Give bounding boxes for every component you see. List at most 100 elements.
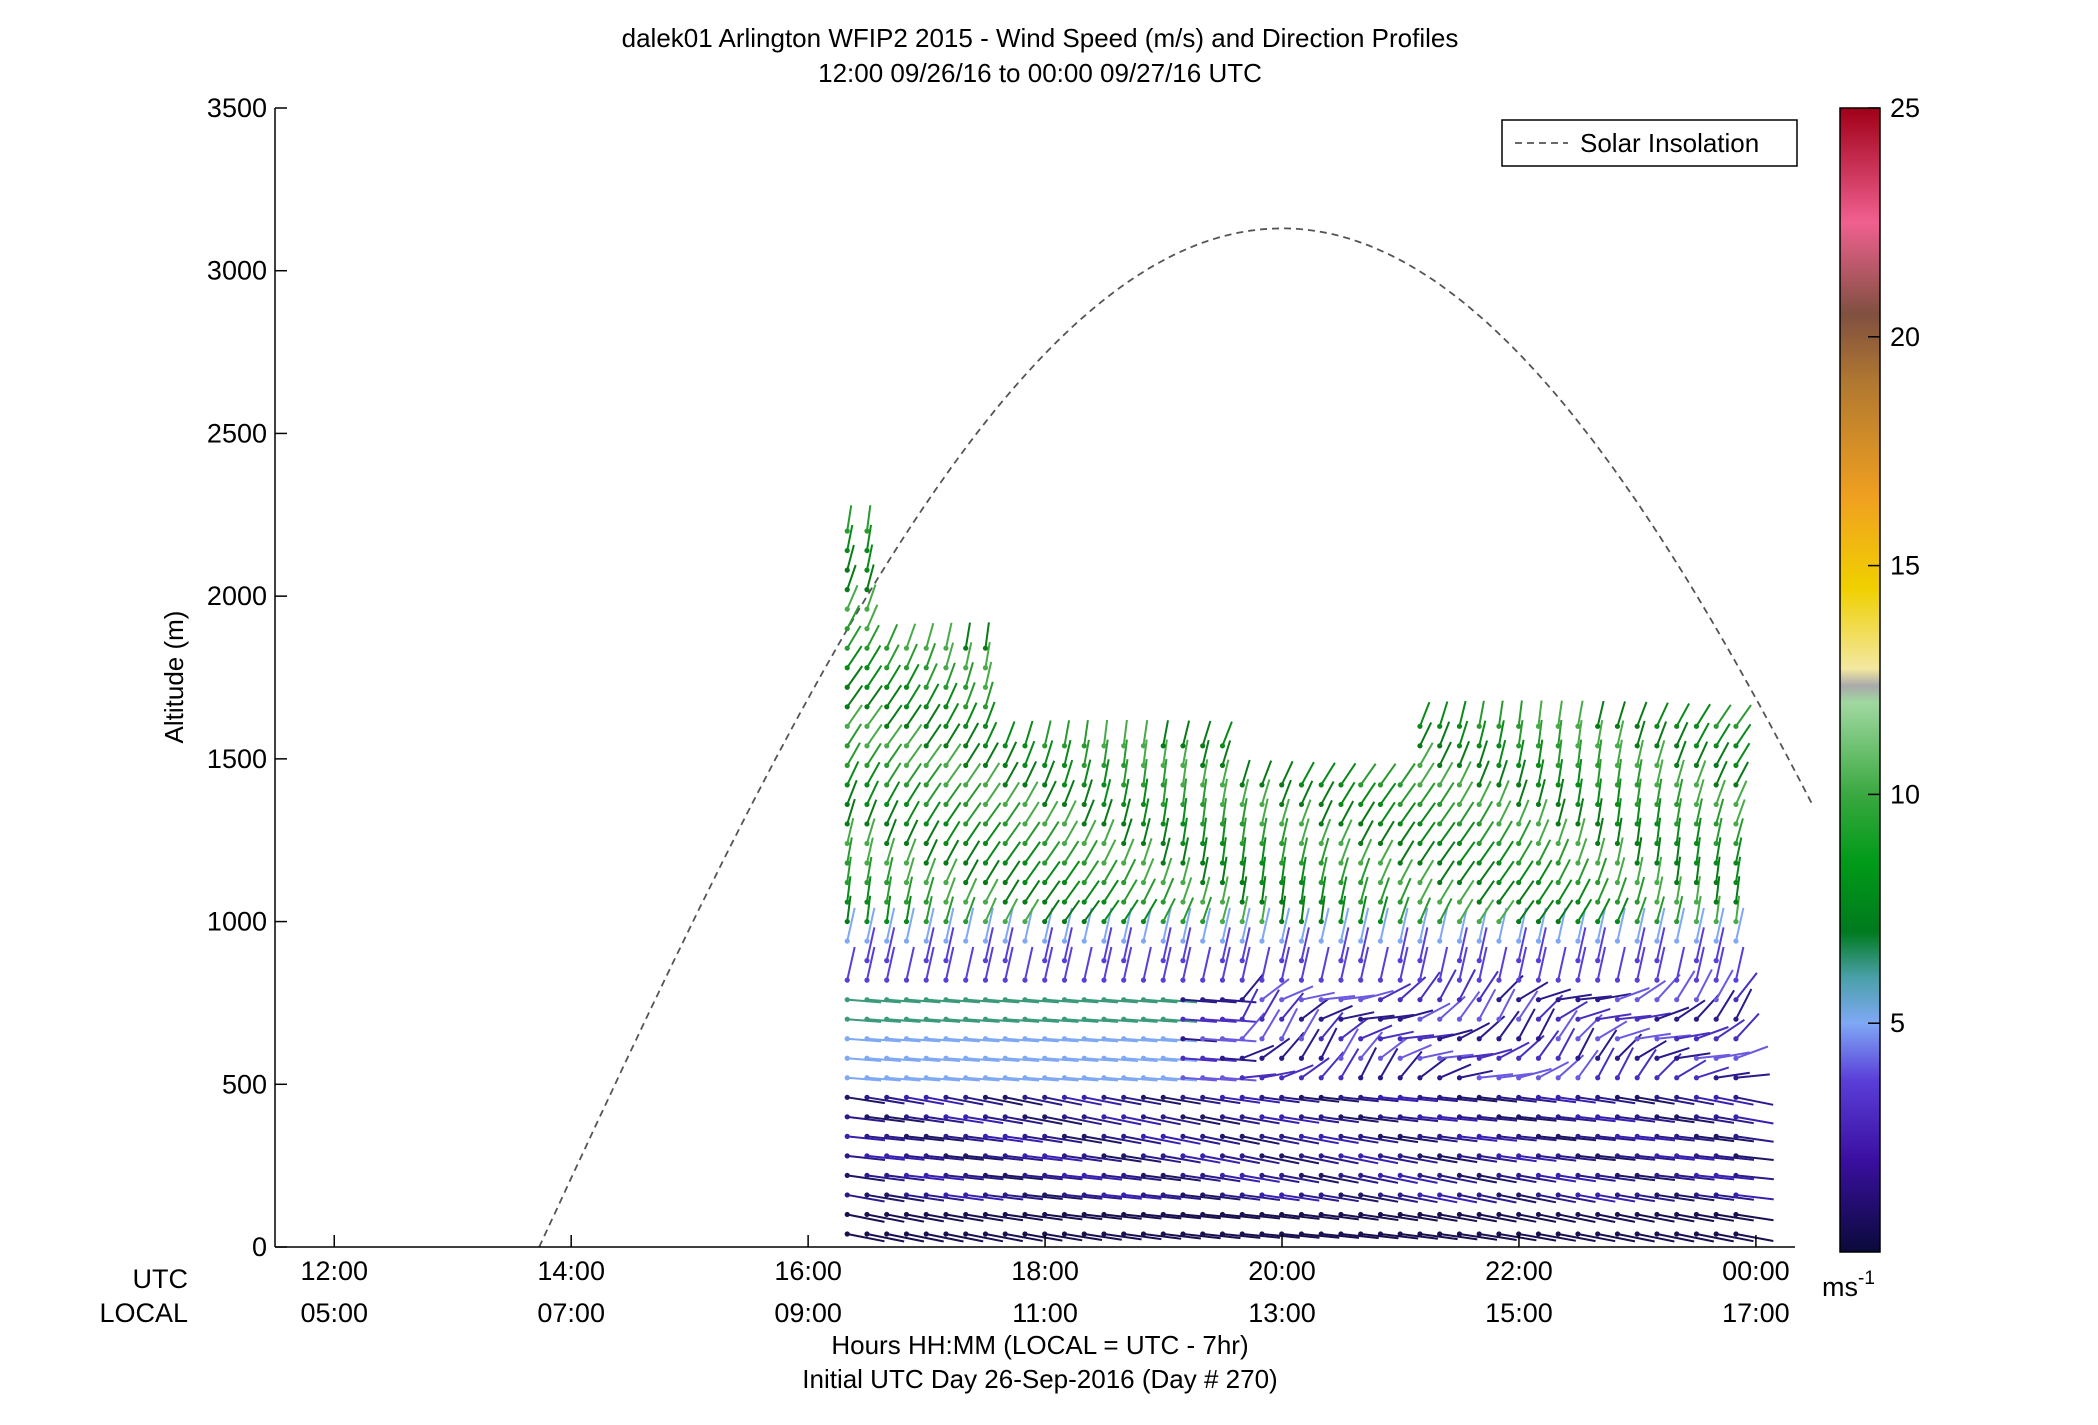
wind-barb bbox=[1201, 759, 1209, 786]
wind-barb bbox=[905, 819, 919, 844]
wind-barb bbox=[906, 1076, 941, 1082]
wind-barb bbox=[1715, 723, 1731, 747]
wind-barb bbox=[1518, 1174, 1557, 1183]
wind-barb bbox=[1576, 700, 1584, 727]
wind-barb bbox=[1044, 1057, 1079, 1062]
wind-barb bbox=[1479, 1073, 1514, 1079]
wind-barb bbox=[1537, 819, 1550, 844]
wind-barb bbox=[885, 946, 896, 981]
wind-barb-dot bbox=[1377, 918, 1384, 925]
wind-barb bbox=[1735, 972, 1758, 1001]
wind-barb-dot bbox=[982, 1211, 989, 1218]
wind-barb bbox=[1143, 1135, 1181, 1145]
wind-barb-dot bbox=[903, 1094, 910, 1100]
wind-barb bbox=[1043, 780, 1057, 805]
wind-barb-dot bbox=[1496, 801, 1502, 808]
wind-barb bbox=[1380, 1135, 1419, 1144]
wind-barb bbox=[984, 742, 999, 766]
wind-barb bbox=[1024, 1135, 1063, 1144]
wind-barb bbox=[1300, 946, 1310, 981]
wind-barb-dot bbox=[982, 1192, 989, 1198]
wind-barb bbox=[1044, 1135, 1083, 1144]
wind-barb bbox=[945, 763, 962, 786]
wind-barb-dot bbox=[1674, 782, 1680, 788]
wind-barb bbox=[1004, 761, 1019, 786]
wind-barb bbox=[1418, 927, 1429, 961]
wind-barb-dot bbox=[943, 821, 949, 827]
wind-barb bbox=[1399, 907, 1409, 942]
wind-barb-dot bbox=[1733, 1192, 1739, 1198]
wind-barb bbox=[1083, 799, 1095, 825]
wind-barb-dot bbox=[903, 743, 910, 749]
wind-barb bbox=[846, 817, 855, 844]
wind-barb-dot bbox=[1101, 1016, 1107, 1022]
wind-barb-dot bbox=[1219, 1172, 1226, 1179]
wind-barb bbox=[1102, 719, 1109, 746]
wind-barb-dot bbox=[1298, 801, 1305, 808]
wind-barb bbox=[1280, 779, 1292, 805]
wind-barb bbox=[1517, 1008, 1536, 1040]
wind-barb-dot bbox=[1140, 1172, 1147, 1179]
wind-barb bbox=[1517, 719, 1524, 746]
wind-barb-dot bbox=[1516, 1036, 1522, 1042]
wind-barb bbox=[1459, 1232, 1498, 1241]
wind-barb-dot bbox=[844, 587, 850, 593]
wind-barb-dot bbox=[1377, 1192, 1384, 1198]
wind-barb bbox=[1459, 1069, 1493, 1079]
wind-barb-dot bbox=[1476, 938, 1482, 944]
wind-barb-dot bbox=[1437, 1211, 1443, 1218]
wind-barb-dot bbox=[844, 879, 850, 886]
wind-barb bbox=[866, 742, 882, 766]
wind-barb-dot bbox=[1575, 1231, 1581, 1237]
wind-barb-dot bbox=[1614, 1192, 1621, 1198]
wind-barb-dot bbox=[1555, 801, 1561, 808]
wind-barb-dot bbox=[1180, 1016, 1186, 1022]
wind-barb bbox=[1439, 1053, 1474, 1060]
wind-barb bbox=[1181, 720, 1191, 747]
wind-barb bbox=[1636, 1048, 1657, 1079]
wind-barb-dot bbox=[844, 1094, 850, 1100]
wind-barb-dot bbox=[1456, 1172, 1463, 1179]
wind-barb-dot bbox=[1042, 1231, 1048, 1237]
wind-barb-dot bbox=[903, 918, 910, 925]
wind-barb bbox=[1241, 946, 1251, 981]
wind-barb bbox=[1321, 995, 1356, 1001]
wind-barb bbox=[1636, 837, 1643, 864]
wind-barb-dot bbox=[1042, 1211, 1048, 1218]
wind-barb bbox=[1320, 1011, 1344, 1040]
wind-barb bbox=[1300, 1008, 1320, 1040]
wind-barb-dot bbox=[1180, 938, 1186, 944]
wind-barb-dot bbox=[923, 1231, 929, 1237]
wind-barb bbox=[1103, 1076, 1138, 1082]
wind-barb-dot bbox=[1298, 1192, 1305, 1198]
wind-barb-dot bbox=[1022, 743, 1028, 749]
wind-barb-dot bbox=[1634, 1055, 1640, 1061]
wind-barb-dot bbox=[1634, 899, 1640, 905]
wind-barb bbox=[846, 544, 855, 571]
wind-barb bbox=[1557, 798, 1566, 825]
wind-barb bbox=[1201, 907, 1212, 942]
wind-barb bbox=[1044, 1115, 1083, 1126]
wind-barb-dot bbox=[982, 801, 989, 808]
wind-barb bbox=[1478, 988, 1497, 1020]
wind-barb-dot bbox=[844, 626, 850, 632]
wind-barb-dot bbox=[1318, 821, 1324, 827]
wind-barb-dot bbox=[1279, 879, 1285, 886]
wind-barb bbox=[1695, 907, 1705, 942]
wind-barb bbox=[885, 895, 892, 922]
wind-barb bbox=[1716, 1213, 1754, 1222]
wind-barb bbox=[1438, 761, 1454, 786]
wind-barb bbox=[1043, 800, 1059, 825]
wind-barb bbox=[1083, 779, 1093, 805]
wind-barb-dot bbox=[1200, 1055, 1206, 1061]
wind-barb bbox=[1656, 1213, 1695, 1223]
wind-barb-dot bbox=[1417, 1036, 1423, 1042]
wind-barb-dot bbox=[1674, 1114, 1680, 1120]
wind-barb bbox=[1716, 1135, 1755, 1143]
wind-barb bbox=[1577, 1096, 1616, 1104]
wind-barb bbox=[1142, 739, 1148, 766]
wind-barb-dot bbox=[1713, 1133, 1719, 1139]
wind-barb-dot bbox=[1496, 1192, 1502, 1198]
wind-barb bbox=[1676, 1059, 1707, 1079]
wind-barb-dot bbox=[963, 1153, 969, 1159]
